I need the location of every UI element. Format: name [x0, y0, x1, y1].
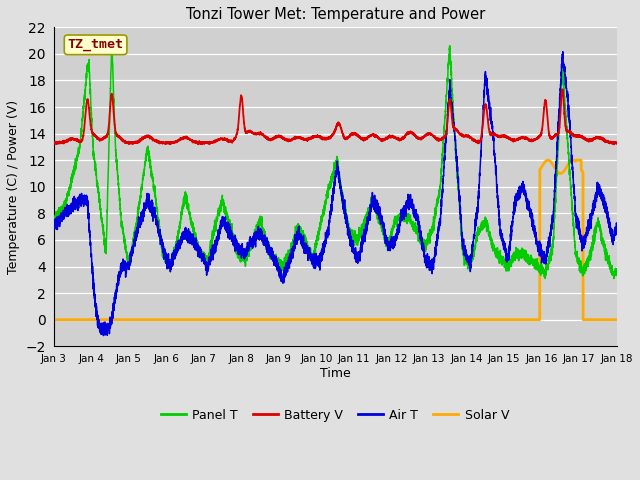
Y-axis label: Temperature (C) / Power (V): Temperature (C) / Power (V): [7, 100, 20, 274]
Title: Tonzi Tower Met: Temperature and Power: Tonzi Tower Met: Temperature and Power: [186, 7, 484, 22]
X-axis label: Time: Time: [320, 367, 351, 380]
Legend: Panel T, Battery V, Air T, Solar V: Panel T, Battery V, Air T, Solar V: [156, 404, 514, 427]
Text: TZ_tmet: TZ_tmet: [68, 38, 124, 51]
